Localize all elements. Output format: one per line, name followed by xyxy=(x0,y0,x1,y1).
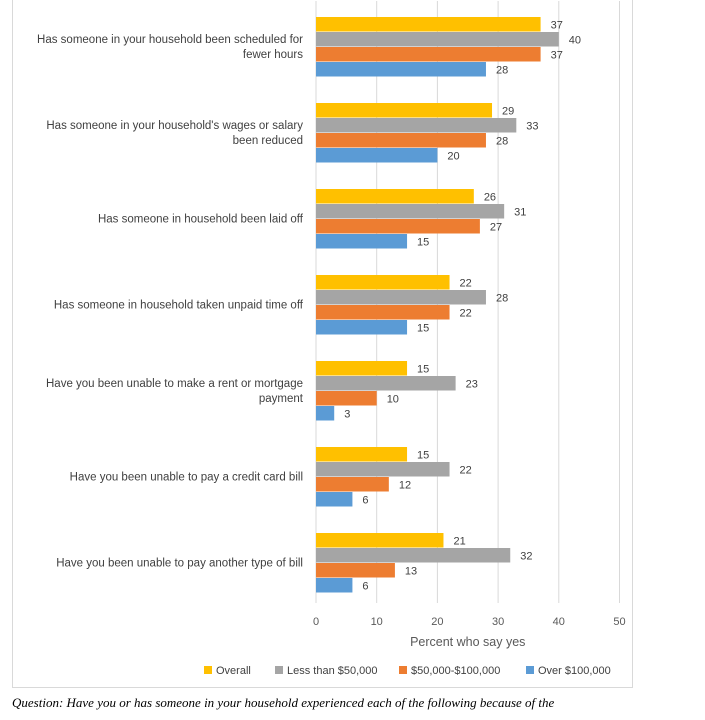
bar-5-4 xyxy=(316,406,335,421)
category-label: Has someone in your household been sched… xyxy=(37,34,303,46)
data-label: 31 xyxy=(514,206,526,218)
x-tick-label: 20 xyxy=(431,616,443,628)
bar-4-1 xyxy=(316,275,450,290)
data-label: 23 xyxy=(466,378,478,390)
bar-7-1 xyxy=(316,533,444,548)
bar-5-2 xyxy=(316,376,456,391)
category-label: Have you been unable to make a rent or m… xyxy=(46,378,303,390)
data-label: 15 xyxy=(417,449,429,461)
category-label: fewer hours xyxy=(243,49,303,61)
bar-2-1 xyxy=(316,103,493,118)
category-label: Have you been unable to pay another type… xyxy=(56,558,303,570)
bar-1-3 xyxy=(316,47,541,62)
legend-label: Less than $50,000 xyxy=(287,665,378,677)
bar-6-2 xyxy=(316,462,450,477)
bar-1-2 xyxy=(316,32,559,47)
data-label: 22 xyxy=(460,464,472,476)
x-tick-label: 10 xyxy=(371,616,383,628)
data-label: 3 xyxy=(344,408,350,420)
legend-label: Overall xyxy=(216,665,251,677)
category-label: payment xyxy=(259,393,304,405)
legend-swatch-2 xyxy=(275,666,283,674)
data-label: 22 xyxy=(460,307,472,319)
data-label: 6 xyxy=(362,580,368,592)
data-label: 15 xyxy=(417,363,429,375)
category-label: been reduced xyxy=(233,135,303,147)
bar-5-3 xyxy=(316,391,377,406)
data-label: 22 xyxy=(460,277,472,289)
bar-3-2 xyxy=(316,204,505,219)
bar-3-4 xyxy=(316,234,408,249)
legend-label: Over $100,000 xyxy=(538,665,611,677)
legend-swatch-3 xyxy=(399,666,407,674)
x-axis-title: Percent who say yes xyxy=(410,635,525,649)
data-label: 21 xyxy=(453,535,465,547)
data-label: 37 xyxy=(551,19,563,31)
data-label: 27 xyxy=(490,221,502,233)
data-label: 10 xyxy=(387,393,399,405)
bar-7-4 xyxy=(316,578,353,593)
bar-chart: 0 10 20 30 40 50 Percent who say yes 37 40 37 28 Ha… xyxy=(37,1,626,677)
bar-7-2 xyxy=(316,548,511,563)
bar-4-4 xyxy=(316,320,408,335)
data-label: 37 xyxy=(551,49,563,61)
bar-6-4 xyxy=(316,492,353,507)
category-label: Has someone in household taken unpaid ti… xyxy=(54,300,304,312)
data-label: 28 xyxy=(496,292,508,304)
bar-5-1 xyxy=(316,361,408,376)
data-label: 28 xyxy=(496,135,508,147)
category-label: Has someone in household been laid off xyxy=(98,214,304,226)
bar-3-3 xyxy=(316,219,480,234)
data-label: 15 xyxy=(417,322,429,334)
data-label: 6 xyxy=(362,494,368,506)
bar-1-1 xyxy=(316,17,541,32)
x-tick-label: 30 xyxy=(492,616,504,628)
bar-2-2 xyxy=(316,118,517,133)
data-label: 29 xyxy=(502,105,514,117)
data-label: 40 xyxy=(569,34,581,46)
bar-2-3 xyxy=(316,133,486,148)
legend-swatch-4 xyxy=(526,666,534,674)
category-label: Have you been unable to pay a credit car… xyxy=(70,472,303,484)
bar-6-3 xyxy=(316,477,389,492)
x-tick-label: 40 xyxy=(553,616,565,628)
data-label: 13 xyxy=(405,565,417,577)
bar-7-3 xyxy=(316,563,395,578)
bar-4-3 xyxy=(316,305,450,320)
data-label: 12 xyxy=(399,479,411,491)
x-tick-label: 50 xyxy=(613,616,625,628)
question-caption: Question: Have you or has someone in you… xyxy=(12,695,555,710)
chart-area: 0 10 20 30 40 50 Percent who say yes 37 40 37 28 Ha… xyxy=(12,0,633,688)
data-label: 28 xyxy=(496,64,508,76)
data-label: 20 xyxy=(447,150,459,162)
data-label: 33 xyxy=(526,120,538,132)
category-label: Has someone in your household's wages or… xyxy=(46,120,303,132)
bar-3-1 xyxy=(316,189,474,204)
data-label: 26 xyxy=(484,191,496,203)
bar-6-1 xyxy=(316,447,408,462)
data-label: 32 xyxy=(520,550,532,562)
legend-swatch-1 xyxy=(204,666,212,674)
bar-1-4 xyxy=(316,62,486,77)
x-tick-label: 0 xyxy=(313,616,319,628)
bar-4-2 xyxy=(316,290,486,305)
bar-2-4 xyxy=(316,148,438,163)
data-label: 15 xyxy=(417,236,429,248)
legend-label: $50,000-$100,000 xyxy=(411,665,500,677)
